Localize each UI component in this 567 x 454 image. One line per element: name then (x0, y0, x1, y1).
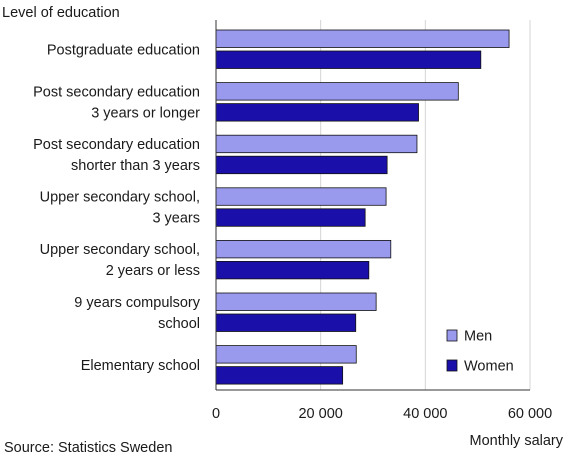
bar-men (215, 239, 392, 259)
category-label: Postgraduate education (47, 42, 200, 58)
y-axis-title: Level of education (2, 5, 120, 21)
category-label: 3 years or longer (91, 105, 200, 121)
bar-women (215, 50, 482, 69)
bar-women (215, 103, 419, 122)
category-label: 3 years (152, 211, 200, 227)
bar-men (215, 29, 510, 48)
category-label: Elementary school (81, 358, 200, 374)
bar-men (215, 82, 459, 101)
category-label: Upper secondary school, (40, 190, 200, 206)
bar-women (215, 208, 366, 227)
bar-men (215, 187, 387, 206)
x-tick-label: 20 000 (298, 406, 342, 422)
category-label: Upper secondary school, (40, 242, 200, 258)
x-tick-label: 60 000 (508, 406, 552, 422)
bar-women (215, 155, 388, 175)
legend-swatch (446, 359, 458, 372)
legend: Men Women (446, 329, 514, 375)
category-label: Post secondary education (33, 84, 200, 100)
bar-women (215, 313, 357, 332)
bar-men (215, 292, 377, 311)
category-label: 9 years compulsory (74, 295, 200, 311)
bar-women (215, 366, 344, 385)
bar-women (215, 260, 370, 280)
x-tick-label: 0 (212, 406, 220, 422)
category-label: school (158, 316, 200, 332)
x-tick-labels: 0 20 000 40 000 60 000 (212, 406, 552, 422)
bars (215, 20, 510, 390)
legend-swatch (446, 329, 458, 342)
bar-men (215, 134, 418, 154)
x-axis-title: Monthly salary (470, 433, 564, 449)
x-tick-label: 40 000 (403, 406, 447, 422)
category-label: shorter than 3 years (71, 158, 200, 174)
category-label: 2 years or less (106, 263, 200, 279)
category-label: Post secondary education (33, 137, 200, 153)
legend-label: Men (464, 329, 492, 345)
bar-men (215, 345, 357, 364)
category-labels: Postgraduate education Post secondary edu… (33, 42, 201, 374)
legend-label: Women (464, 359, 514, 375)
source-note: Source: Statistics Sweden (4, 440, 172, 454)
